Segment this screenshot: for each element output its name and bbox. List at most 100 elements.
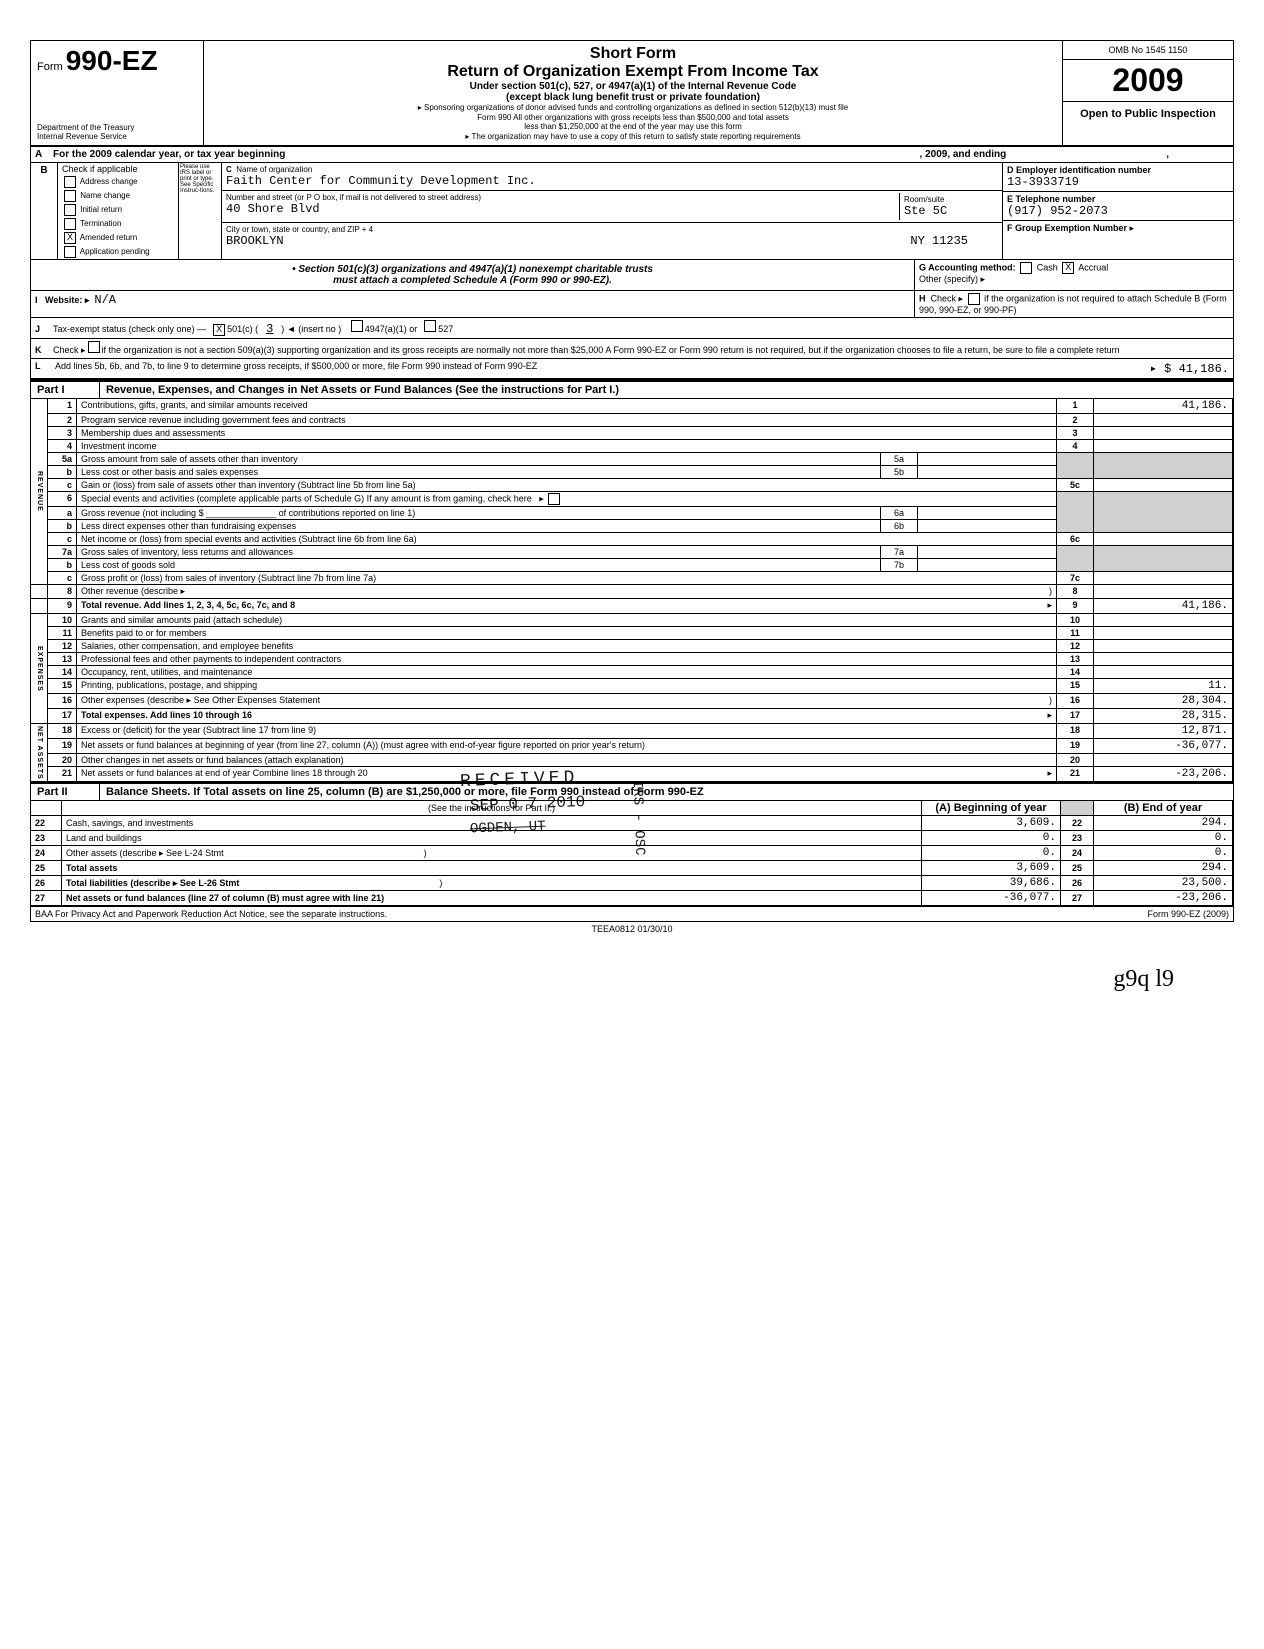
l5a-num: 5a (48, 453, 77, 466)
l8-amt (1094, 585, 1233, 599)
l7c-num: c (48, 572, 77, 585)
l25-desc: Total assets (62, 861, 922, 876)
checkbox-pending[interactable] (64, 246, 76, 258)
side-blank (31, 585, 48, 599)
note1: ▸ Sponsoring organizations of donor advi… (210, 103, 1056, 113)
check-label-5: Application pending (80, 247, 150, 256)
line-15: 15 Printing, publications, postage, and … (31, 679, 1233, 694)
l5b-inneramt (918, 466, 1057, 479)
line-5c: c Gain or (loss) from sale of assets oth… (31, 479, 1233, 492)
l12-box: 12 (1057, 640, 1094, 653)
a-text: For the 2009 calendar year, or tax year … (53, 149, 285, 160)
shaded-7 (1057, 546, 1094, 572)
checkbox-name[interactable] (64, 190, 76, 202)
l16-desc-text: Other expenses (describe ▸ See Other Exp… (81, 695, 320, 705)
line-6: 6 Special events and activities (complet… (31, 492, 1233, 507)
checkbox-term[interactable] (64, 218, 76, 230)
form-990ez: Form 990-EZ Department of the Treasury I… (30, 40, 1234, 922)
line-6b: b Less direct expenses other than fundra… (31, 520, 1233, 533)
l6b-inneramt (918, 520, 1057, 533)
l13-desc: Professional fees and other payments to … (77, 653, 1057, 666)
b-letter: B (31, 163, 58, 259)
col-de: D Employer identification number 13-3933… (1003, 163, 1233, 259)
j-501c-num: 3 (258, 322, 281, 336)
checkbox-address[interactable] (64, 176, 76, 188)
l25-a: 3,609. (922, 861, 1061, 876)
l13-num: 13 (48, 653, 77, 666)
c-city-label: City or town, state or country, and ZIP … (226, 225, 998, 234)
l13-amt (1094, 653, 1233, 666)
l14-num: 14 (48, 666, 77, 679)
l12-desc: Salaries, other compensation, and employ… (77, 640, 1057, 653)
check-address: Address change (58, 175, 178, 189)
l21-arrow: ▸ (1047, 768, 1052, 779)
501-line2: must attach a completed Schedule A (Form… (35, 275, 910, 286)
org-state-zip: NY 11235 (910, 234, 998, 248)
h-label: Check ▸ (931, 294, 964, 304)
l3-box: 3 (1057, 427, 1094, 440)
l2-amt (1094, 414, 1233, 427)
l27-box: 27 (1061, 891, 1094, 906)
l5b-inner: 5b (881, 466, 918, 479)
l16-amt: 28,304. (1094, 694, 1233, 709)
l26-desc-text: Total liabilities (describe ▸ See L-26 S… (66, 878, 239, 888)
k-letter: K (35, 345, 53, 355)
check-name: Name change (58, 189, 178, 203)
l2-desc: Program service revenue including govern… (77, 414, 1057, 427)
l-value: 41,186. (1179, 362, 1229, 376)
checkbox-cash[interactable] (1020, 262, 1032, 274)
line-2: 2 Program service revenue including gove… (31, 414, 1233, 427)
l20-desc: Other changes in net assets or fund bala… (77, 754, 1057, 767)
checkbox-501c[interactable]: X (213, 324, 225, 336)
check-label-4: Amended return (80, 233, 137, 242)
footer-baa: BAA For Privacy Act and Paperwork Reduct… (35, 909, 387, 919)
l19-box: 19 (1057, 739, 1094, 754)
line-21: 21 Net assets or fund balances at end of… (31, 767, 1233, 782)
check-label-2: Initial return (80, 205, 122, 214)
checkbox-x-accr[interactable]: X (1062, 262, 1074, 274)
checkbox-amended[interactable]: X (64, 232, 76, 244)
checkbox-gaming[interactable] (548, 493, 560, 505)
l5c-amt (1094, 479, 1233, 492)
l24-num: 24 (31, 846, 62, 861)
e-value: (917) 952-2073 (1007, 204, 1229, 218)
l27-a: -36,077. (922, 891, 1061, 906)
l7a-inner: 7a (881, 546, 918, 559)
line-13: 13 Professional fees and other payments … (31, 653, 1233, 666)
checkbox-k[interactable] (88, 341, 100, 353)
l6-arrow: ▸ (539, 494, 544, 504)
l15-amt: 11. (1094, 679, 1233, 694)
part1-label: Part I (31, 382, 100, 398)
l4-desc: Investment income (77, 440, 1057, 453)
checkbox-h[interactable] (968, 293, 980, 305)
l18-desc: Excess or (deficit) for the year (Subtra… (77, 724, 1057, 739)
line-3: 3 Membership dues and assessments 3 (31, 427, 1233, 440)
l25-b: 294. (1094, 861, 1233, 876)
l6a-num: a (48, 507, 77, 520)
l17-box: 17 (1057, 709, 1094, 724)
checkbox-4947[interactable] (351, 320, 363, 332)
checkbox-initial[interactable] (64, 204, 76, 216)
l6-desc: Special events and activities (complete … (77, 492, 1057, 507)
line-25: 25 Total assets 3,609. 25 294. (31, 861, 1233, 876)
section-bcdef: B Check if applicable Address change Nam… (31, 163, 1233, 260)
l7c-box: 7c (1057, 572, 1094, 585)
l12-num: 12 (48, 640, 77, 653)
l5a-inneramt (918, 453, 1057, 466)
l7b-inner: 7b (881, 559, 918, 572)
l26-desc: Total liabilities (describe ▸ See L-26 S… (62, 876, 922, 891)
line-12: 12 Salaries, other compensation, and emp… (31, 640, 1233, 653)
form-label: Form (37, 61, 63, 73)
section-501-g: • Section 501(c)(3) organizations and 49… (31, 260, 1233, 291)
row-i: I Website: ▸ N/A (31, 291, 914, 317)
501-line1: • Section 501(c)(3) organizations and 49… (35, 264, 910, 275)
checkbox-527[interactable] (424, 320, 436, 332)
line-1: REVENUE 1 Contributions, gifts, grants, … (31, 399, 1233, 414)
l19-num: 19 (48, 739, 77, 754)
line-10: EXPENSES 10 Grants and similar amounts p… (31, 614, 1233, 627)
p2-shaded (1061, 801, 1094, 816)
l15-box: 15 (1057, 679, 1094, 694)
l23-box: 23 (1061, 831, 1094, 846)
row-ih: I Website: ▸ N/A H Check ▸ if the organi… (31, 291, 1233, 318)
irs-label-instr: Please use IRS label or print or type. S… (179, 163, 222, 259)
